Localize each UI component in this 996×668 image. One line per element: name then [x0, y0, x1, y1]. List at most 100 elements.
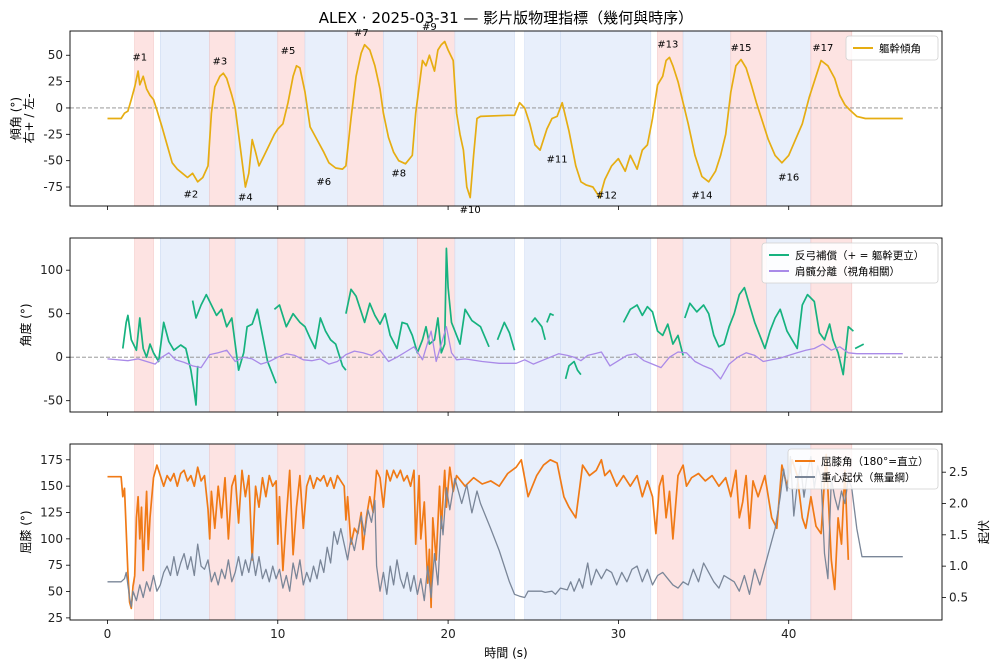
y-tick-label: -25: [43, 127, 63, 141]
phase-band-5: [277, 30, 306, 207]
phase-band-14: [682, 443, 732, 621]
event-marker-label: #14: [691, 191, 712, 202]
figure-title: ALEX · 2025-03-31 — 影片版物理指標（幾何與時序）: [319, 9, 693, 27]
phase-band-15: [730, 237, 767, 413]
y-tick-label: 50: [48, 585, 63, 599]
x-tick-label: 20: [440, 627, 455, 641]
phase-band-2: [160, 237, 211, 413]
event-marker-label: #3: [213, 57, 228, 68]
phase-band-13: [657, 237, 684, 413]
legend-entry: 反弓補償（+ = 軀幹更立）: [795, 249, 924, 262]
y-tick-label: -50: [43, 154, 63, 168]
series-1-line-seg-9: [622, 304, 684, 356]
phase-band-17: [810, 30, 853, 207]
event-marker-label: #4: [238, 193, 253, 204]
y-tick-label: -75: [43, 180, 63, 194]
phase-band-14: [682, 237, 732, 413]
x-tick-label: 30: [611, 627, 626, 641]
legend-entry: 軀幹傾角: [879, 42, 921, 55]
panel-1: -75 -50 -25 0 25 50 傾角 (°) 右+ / 左- #1 #2 #3 #4 #5 #6 #…: [9, 22, 943, 216]
phase-band-2: [160, 30, 211, 207]
event-marker-label: #1: [132, 52, 147, 63]
y-tick-label: 50: [48, 307, 63, 321]
phase-band-6: [304, 237, 348, 413]
x-tick-label: 10: [270, 627, 285, 641]
y-right-tick-label: 1.5: [949, 528, 968, 542]
x-axis-label: 時間 (s): [484, 646, 527, 660]
series-group: [107, 40, 903, 199]
y-right-tick-label: 0.5: [949, 590, 968, 604]
phase-band-7: [347, 237, 384, 413]
series-1-line-seg-5: [496, 321, 516, 351]
series-2-line: [107, 455, 903, 608]
y-tick-label: 25: [48, 75, 63, 89]
phase-band-4: [234, 237, 279, 413]
legend-entry: 肩髖分離（視角相關）: [795, 265, 900, 278]
panels: -75 -50 -25 0 25 50 傾角 (°) 右+ / 左- #1 #2 #3 #4 #5 #6 #…: [9, 22, 991, 641]
y-tick-label: -50: [43, 394, 63, 408]
y-tick-label: 125: [40, 506, 63, 520]
phase-band-8: [383, 30, 418, 207]
axes-frame: [69, 30, 943, 207]
series-1-line: [107, 40, 903, 199]
phase-band-11: [524, 237, 561, 413]
event-marker-label: #16: [778, 173, 799, 184]
event-marker-label: #15: [730, 43, 751, 54]
series-group: [107, 453, 903, 610]
x-tick-label: 0: [104, 627, 112, 641]
phase-band-1: [134, 237, 154, 413]
series-group: [107, 247, 903, 406]
phase-band-10: [454, 443, 515, 621]
y-right-axis-label: 起伏: [977, 520, 991, 544]
series-1-line-seg-6: [530, 317, 547, 341]
phase-band-10: [454, 30, 515, 207]
series-1-line-seg-10: [683, 286, 854, 376]
axes-frame: [69, 237, 943, 413]
x-tick-label: 40: [781, 627, 796, 641]
legend: 軀幹傾角: [845, 35, 939, 61]
y-axis-label-secondary: 右+ / 左-: [21, 93, 36, 143]
phase-band-5: [277, 237, 306, 413]
legend-box: [787, 448, 939, 490]
series-1-line-seg-8: [564, 360, 582, 380]
event-marker-label: #17: [812, 43, 833, 54]
y-tick-label: 100: [40, 532, 63, 546]
event-marker-label: #11: [547, 155, 568, 166]
legend-box: [845, 35, 939, 61]
axes-frame: [69, 443, 943, 621]
y-axis-label: 角度 (°): [18, 303, 33, 346]
y-right-tick-label: 2.0: [949, 497, 968, 511]
y-tick-label: 25: [48, 611, 63, 625]
phase-band-8: [383, 237, 418, 413]
series-2-line: [107, 326, 903, 380]
phase-band-3: [209, 30, 236, 207]
series-1-line-seg-11: [854, 343, 865, 350]
y-axis-label: 傾角 (°): [9, 97, 23, 140]
legend-entry: 重心起伏（無量綱）: [821, 471, 916, 484]
panel-2: -50 0 50 100 角度 (°) 反弓補償（+ = 軀幹更立） 肩髖分離（視角相關）: [18, 237, 943, 416]
series-1-line-seg-4: [345, 247, 490, 354]
series-1-line-seg-2: [191, 293, 277, 384]
event-marker-label: #13: [657, 40, 678, 51]
y-tick-label: 0: [55, 350, 63, 364]
y-tick-label: 150: [40, 479, 63, 493]
series-1-line-seg-3: [273, 304, 347, 371]
phase-band-3: [209, 237, 236, 413]
phase-bands: [134, 30, 853, 207]
phase-band-12: [560, 237, 652, 413]
legend: 反弓補償（+ = 軀幹更立） 肩髖分離（視角相關）: [761, 242, 939, 284]
event-marker-label: #7: [354, 28, 369, 39]
legend-entry: 屈膝角（180°=直立）: [821, 455, 929, 468]
event-marker-label: #9: [422, 22, 437, 33]
event-marker-label: #12: [596, 191, 617, 202]
phase-band-3: [209, 443, 236, 621]
legend-box: [761, 242, 939, 284]
phase-band-11: [524, 30, 561, 207]
event-marker-label: #2: [184, 189, 199, 200]
phase-band-4: [234, 30, 279, 207]
panel-3: 25 50 75 100 125 150 175 0.5 1.0 1.5 2.0 2.5 起伏 0 10 20…: [19, 443, 991, 641]
series-1-line-seg-1: [121, 314, 199, 406]
y-right-tick-label: 1.0: [949, 559, 968, 573]
phase-band-13: [657, 443, 684, 621]
